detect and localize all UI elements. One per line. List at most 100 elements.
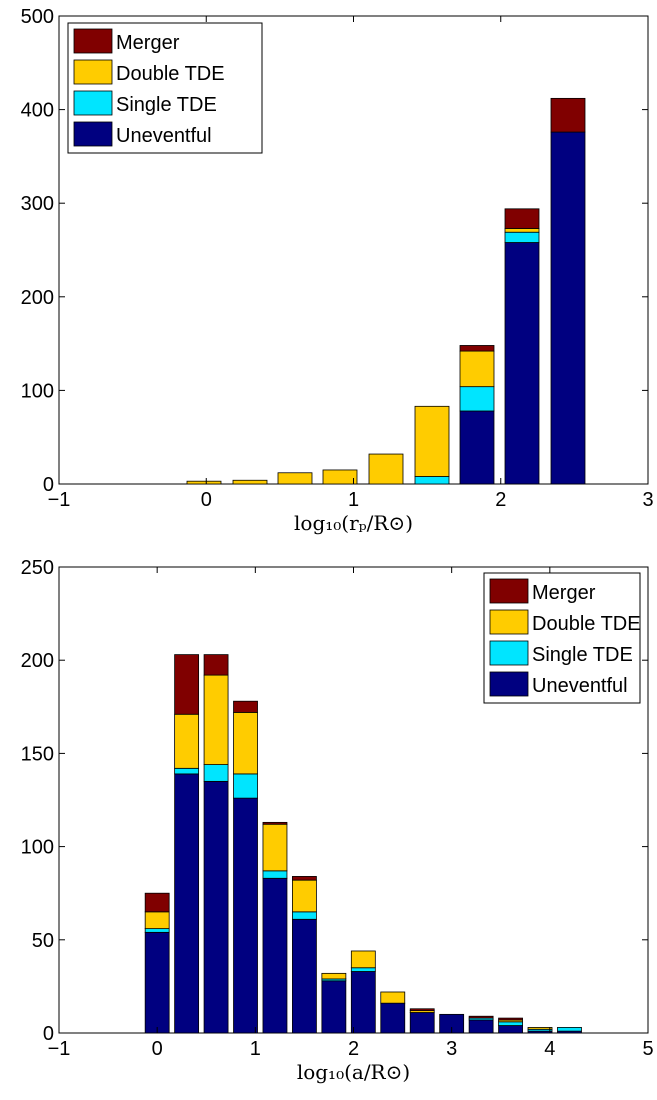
bar-segment-double-tde (368, 453, 404, 485)
y-tick-label: 250 (21, 557, 54, 579)
bar-segment-double-tde (144, 911, 170, 930)
bar-segment-uneventful (504, 242, 540, 485)
bar-segment-double-tde (233, 711, 258, 775)
legend-swatch-double-tde (73, 59, 113, 85)
bar-segment-merger (233, 700, 258, 713)
bar-segment-single-tde (203, 764, 229, 782)
bar-segment-double-tde (232, 479, 268, 485)
y-tick-label: 50 (32, 930, 54, 952)
legend-label-double-tde: Double TDE (532, 613, 641, 635)
legend: Merger Double TDE Single TDE Uneventful (483, 572, 641, 704)
bar-segment-double-tde (174, 713, 200, 769)
bar-segment-double-tde (277, 472, 313, 485)
bar-segment-uneventful (262, 877, 288, 1034)
x-tick-label: 1 (250, 1038, 261, 1060)
bar-segment-uneventful (233, 797, 258, 1034)
y-tick-label: 100 (21, 380, 54, 402)
bars (186, 97, 586, 485)
x-axis-label: log₁₀(a/R⊙) (297, 1060, 410, 1084)
bar-segment-uneventful (409, 1012, 435, 1034)
bar-segment-single-tde (174, 767, 200, 775)
bar-segment-double-tde (203, 674, 229, 765)
legend-label-uneventful: Uneventful (532, 675, 628, 697)
legend-swatch-merger (73, 28, 113, 54)
y-tick-label: 0 (43, 1023, 54, 1045)
chart-panel-1: −1 0 1 2 30100200300400500log₁₀(rₚ/R⊙)Merger… (21, 6, 654, 535)
bar-segment-uneventful (144, 931, 170, 1034)
bar-segment-double-tde (459, 350, 495, 388)
y-tick-label: 100 (21, 837, 54, 859)
y-tick-label: 400 (21, 100, 54, 122)
bar-segment-merger (550, 97, 586, 133)
bar-segment-merger (459, 345, 495, 352)
bar-segment-single-tde (459, 386, 495, 412)
bar-segment-double-tde (292, 879, 317, 913)
bar-segment-uneventful (550, 131, 586, 485)
y-tick-label: 200 (21, 650, 54, 672)
x-tick-label: −1 (48, 1038, 71, 1060)
legend-swatch-double-tde (489, 609, 529, 635)
bar-segment-single-tde (262, 870, 288, 879)
legend-label-merger: Merger (532, 582, 596, 604)
bar-segment-double-tde (414, 405, 450, 477)
bar-segment-merger (144, 892, 170, 913)
bar-segment-uneventful (292, 918, 317, 1034)
bar-segment-double-tde (262, 823, 288, 872)
legend-swatch-uneventful (73, 121, 113, 147)
bar-segment-single-tde (292, 911, 317, 920)
bar-segment-single-tde (233, 773, 258, 799)
bar-segment-single-tde (504, 231, 540, 243)
bar-segment-merger (409, 1008, 435, 1012)
bar-segment-double-tde (321, 972, 347, 980)
bar-segment-uneventful (321, 980, 347, 1034)
x-tick-label: −1 (48, 489, 71, 511)
x-tick-label: 4 (544, 1038, 555, 1060)
x-tick-label: 0 (201, 489, 212, 511)
x-axis-label: log₁₀(rₚ/R⊙) (294, 511, 413, 535)
legend-label-single-tde: Single TDE (532, 644, 633, 666)
legend: Merger Double TDE Single TDE Uneventful (67, 22, 263, 154)
bar-segment-uneventful (380, 1002, 406, 1034)
bar-segment-uneventful (468, 1019, 494, 1034)
y-tick-label: 500 (21, 6, 54, 28)
legend-label-double-tde: Double TDE (116, 63, 225, 85)
bar-segment-merger (203, 654, 229, 676)
bar-segment-double-tde (186, 480, 222, 485)
bar-segment-merger (504, 208, 540, 229)
x-tick-label: 1 (348, 489, 359, 511)
y-tick-label: 0 (43, 474, 54, 496)
bar-segment-uneventful (174, 773, 200, 1034)
y-tick-label: 150 (21, 743, 54, 765)
chart-panel-2: −1 0 1 2 3 4 5050100150200250log₁₀(a/R⊙)Merger… (21, 557, 654, 1084)
bar-segment-double-tde (504, 228, 540, 233)
bar-segment-double-tde (527, 1027, 553, 1030)
x-tick-label: 3 (642, 489, 653, 511)
bar-segment-single-tde (414, 476, 450, 485)
bar-segment-single-tde (144, 928, 170, 933)
bar-segment-double-tde (322, 469, 358, 485)
bar-segment-merger (262, 821, 288, 825)
x-tick-label: 3 (446, 1038, 457, 1060)
bar-segment-uneventful (498, 1025, 523, 1034)
x-tick-label: 0 (152, 1038, 163, 1060)
bar-segment-uneventful (203, 780, 229, 1034)
bar-segment-merger (498, 1017, 523, 1021)
legend-label-single-tde: Single TDE (116, 94, 217, 116)
bar-segment-double-tde (350, 950, 376, 969)
bar-segment-merger (292, 876, 317, 881)
bar-segment-single-tde (350, 967, 376, 972)
bar-segment-single-tde (498, 1021, 523, 1026)
bar-segment-single-tde (557, 1027, 582, 1032)
x-tick-label: 2 (495, 489, 506, 511)
bars (144, 654, 582, 1034)
legend-label-merger: Merger (116, 32, 180, 54)
bar-segment-double-tde (380, 991, 406, 1004)
y-tick-label: 300 (21, 193, 54, 215)
legend-swatch-merger (489, 578, 529, 604)
legend-swatch-uneventful (489, 671, 529, 697)
legend-swatch-single-tde (73, 90, 113, 116)
y-tick-label: 200 (21, 287, 54, 309)
